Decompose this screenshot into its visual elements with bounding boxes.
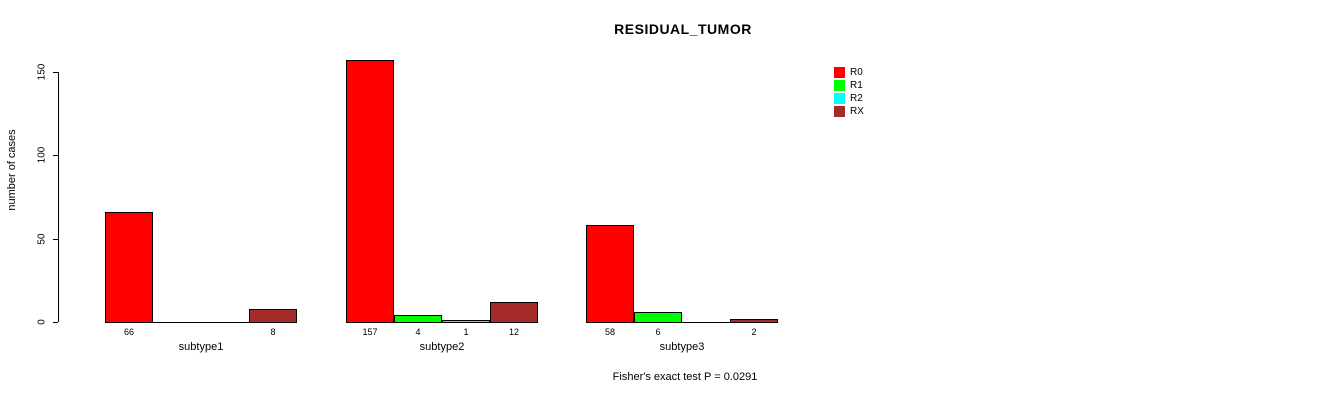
y-tick-label: 0 [36, 319, 48, 325]
y-axis-line [58, 72, 59, 322]
legend-label-r0: R0 [850, 67, 863, 78]
y-tick [53, 72, 58, 73]
fisher-test-annotation: Fisher's exact test P = 0.0291 [612, 371, 758, 383]
y-tick [53, 155, 58, 156]
legend-label-r1: R1 [850, 80, 863, 91]
bar-subtype3-rx [730, 319, 778, 323]
bar-value-label: 4 [415, 327, 421, 337]
group-baseline [586, 322, 778, 323]
y-tick-label: 150 [36, 63, 48, 81]
bar-subtype3-r1 [634, 312, 682, 323]
legend-swatch-r1 [834, 80, 845, 91]
bar-value-label: 6 [655, 327, 661, 337]
y-tick [53, 322, 58, 323]
legend-swatch-rx [834, 106, 845, 117]
legend-item-r1: R1 [834, 79, 864, 92]
bar-subtype2-r1 [394, 315, 442, 323]
category-label-subtype3: subtype3 [659, 341, 705, 353]
group-baseline [105, 322, 297, 323]
bar-value-label: 12 [508, 327, 520, 337]
bar-subtype1-rx [249, 309, 297, 323]
category-label-subtype2: subtype2 [419, 341, 465, 353]
y-tick [53, 239, 58, 240]
legend-label-rx: RX [850, 106, 864, 117]
chart-title: RESIDUAL_TUMOR [614, 21, 752, 37]
category-label-subtype1: subtype1 [178, 341, 224, 353]
legend-swatch-r2 [834, 93, 845, 104]
legend-item-rx: RX [834, 105, 864, 118]
bar-value-label: 8 [270, 327, 276, 337]
bar-subtype1-r0 [105, 212, 153, 323]
bar-subtype2-rx [490, 302, 538, 323]
legend-item-r0: R0 [834, 66, 864, 79]
bar-value-label: 58 [604, 327, 616, 337]
legend: R0 R1 R2 RX [834, 66, 864, 118]
legend-label-r2: R2 [850, 93, 863, 104]
y-axis-label: number of cases [6, 129, 18, 211]
bar-value-label: 66 [123, 327, 135, 337]
bar-value-label: 157 [362, 327, 378, 337]
y-tick-label: 100 [36, 146, 48, 164]
bar-value-label: 2 [751, 327, 757, 337]
legend-swatch-r0 [834, 67, 845, 78]
bar-subtype2-r0 [346, 60, 394, 323]
y-tick-label: 50 [36, 233, 48, 245]
legend-item-r2: R2 [834, 92, 864, 105]
bar-subtype2-r2 [442, 320, 490, 323]
bar-subtype3-r0 [586, 225, 634, 323]
bar-value-label: 1 [463, 327, 469, 337]
